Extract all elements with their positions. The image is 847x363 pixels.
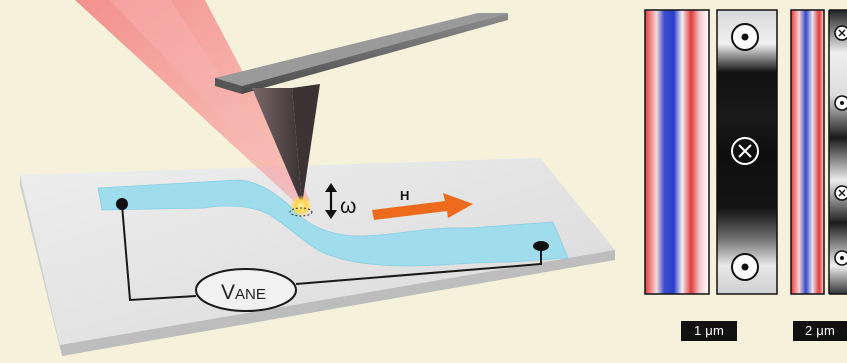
panel1-symbol-3-dot-icon bbox=[731, 253, 759, 281]
voltmeter-symbol: V bbox=[221, 281, 235, 304]
panel2-scale-bar: 2 μm bbox=[793, 321, 847, 341]
field-arrow-icon bbox=[372, 193, 473, 220]
laser-beam bbox=[75, 0, 310, 205]
panel2-symbol-2-dot-icon bbox=[834, 95, 847, 111]
voltmeter: VANE bbox=[195, 268, 297, 312]
panel2-ane-map bbox=[790, 9, 825, 295]
left-contact bbox=[116, 198, 128, 210]
right-contact bbox=[533, 241, 549, 251]
circuit-wiring bbox=[121, 204, 542, 302]
oscillation-arrow-icon bbox=[325, 183, 337, 219]
field-label: H bbox=[400, 188, 409, 203]
panel2-symbol-3-cross-icon bbox=[834, 185, 847, 201]
voltmeter-subscript: ANE bbox=[235, 286, 266, 303]
panel2-symbol-4-dot-icon bbox=[834, 250, 847, 266]
magnetic-wire bbox=[97, 179, 569, 267]
panel1-symbol-1-dot-icon bbox=[731, 23, 759, 51]
laser-hotspot bbox=[290, 195, 312, 217]
panel1-symbol-2-cross-icon bbox=[731, 137, 759, 165]
svg-text:VANE: VANE bbox=[221, 281, 266, 304]
panel1-ane-map bbox=[644, 9, 710, 295]
panel2-symbol-1-cross-icon bbox=[834, 25, 847, 41]
panel2-mfm-map bbox=[828, 9, 847, 295]
panel1-scale-bar: 1 μm bbox=[681, 321, 737, 341]
afm-probe bbox=[215, 13, 508, 205]
oscillation-frequency-label: ω bbox=[340, 195, 356, 218]
